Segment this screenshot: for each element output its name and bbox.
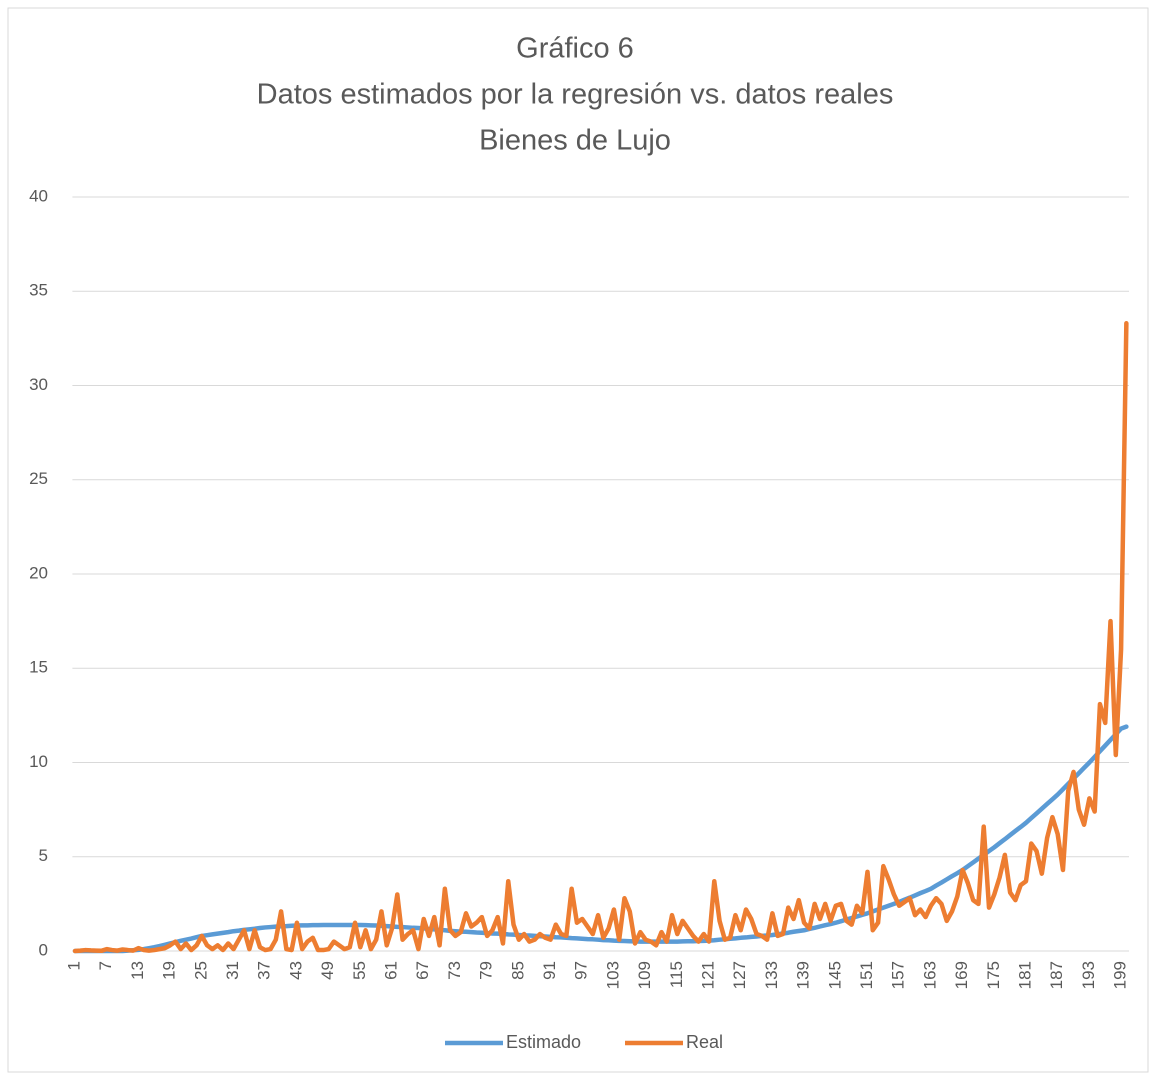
x-tick-label: 157 xyxy=(889,961,908,989)
legend-label: Real xyxy=(686,1032,723,1052)
y-tick-label: 35 xyxy=(29,281,48,300)
x-tick-label: 61 xyxy=(382,961,401,980)
y-tick-label: 15 xyxy=(29,658,48,677)
x-tick-label: 55 xyxy=(350,961,369,980)
y-tick-label: 30 xyxy=(29,375,48,394)
x-tick-label: 109 xyxy=(635,961,654,989)
x-tick-label: 193 xyxy=(1079,961,1098,989)
x-tick-label: 91 xyxy=(540,961,559,980)
x-tick-label: 133 xyxy=(762,961,781,989)
x-tick-label: 13 xyxy=(128,961,147,980)
y-tick-label: 5 xyxy=(39,846,48,865)
x-tick-label: 115 xyxy=(667,961,686,988)
x-tick-label: 139 xyxy=(794,961,813,989)
x-tick-label: 25 xyxy=(191,961,210,980)
y-tick-label: 20 xyxy=(29,563,48,582)
y-tick-label: 10 xyxy=(29,752,48,771)
x-tick-label: 181 xyxy=(1015,961,1034,989)
x-tick-label: 19 xyxy=(160,961,179,980)
y-tick-label: 0 xyxy=(39,940,48,959)
x-tick-label: 187 xyxy=(1047,961,1066,989)
x-tick-label: 73 xyxy=(445,961,464,980)
x-tick-label: 163 xyxy=(920,961,939,989)
data-line xyxy=(72,724,1129,954)
x-tick-label: 145 xyxy=(825,961,844,989)
chart-title: Gráfico 6 xyxy=(516,33,634,65)
data-line xyxy=(72,321,1129,954)
x-tick-label: 43 xyxy=(286,961,305,980)
x-tick-label: 7 xyxy=(96,961,115,970)
x-tick-label: 151 xyxy=(857,961,876,989)
x-tick-label: 169 xyxy=(952,961,971,989)
x-tick-label: 31 xyxy=(223,961,242,980)
x-tick-label: 97 xyxy=(572,961,591,980)
legend-label: Estimado xyxy=(506,1032,581,1052)
x-tick-label: 67 xyxy=(413,961,432,980)
chart-title: Datos estimados por la regresión vs. dat… xyxy=(257,79,894,111)
x-tick-label: 85 xyxy=(508,961,527,980)
y-tick-label: 40 xyxy=(29,186,48,205)
x-tick-label: 103 xyxy=(603,961,622,989)
x-tick-label: 49 xyxy=(318,961,337,980)
x-tick-label: 199 xyxy=(1111,961,1130,989)
x-tick-label: 121 xyxy=(698,961,717,989)
x-tick-label: 175 xyxy=(984,961,1003,989)
x-tick-label: 37 xyxy=(255,961,274,980)
chart-border xyxy=(7,7,1149,1073)
y-tick-label: 25 xyxy=(29,469,48,488)
x-tick-label: 79 xyxy=(477,961,496,980)
x-tick-label: 127 xyxy=(730,961,749,989)
x-tick-label: 1 xyxy=(65,961,84,970)
chart-title: Bienes de Lujo xyxy=(479,125,671,157)
